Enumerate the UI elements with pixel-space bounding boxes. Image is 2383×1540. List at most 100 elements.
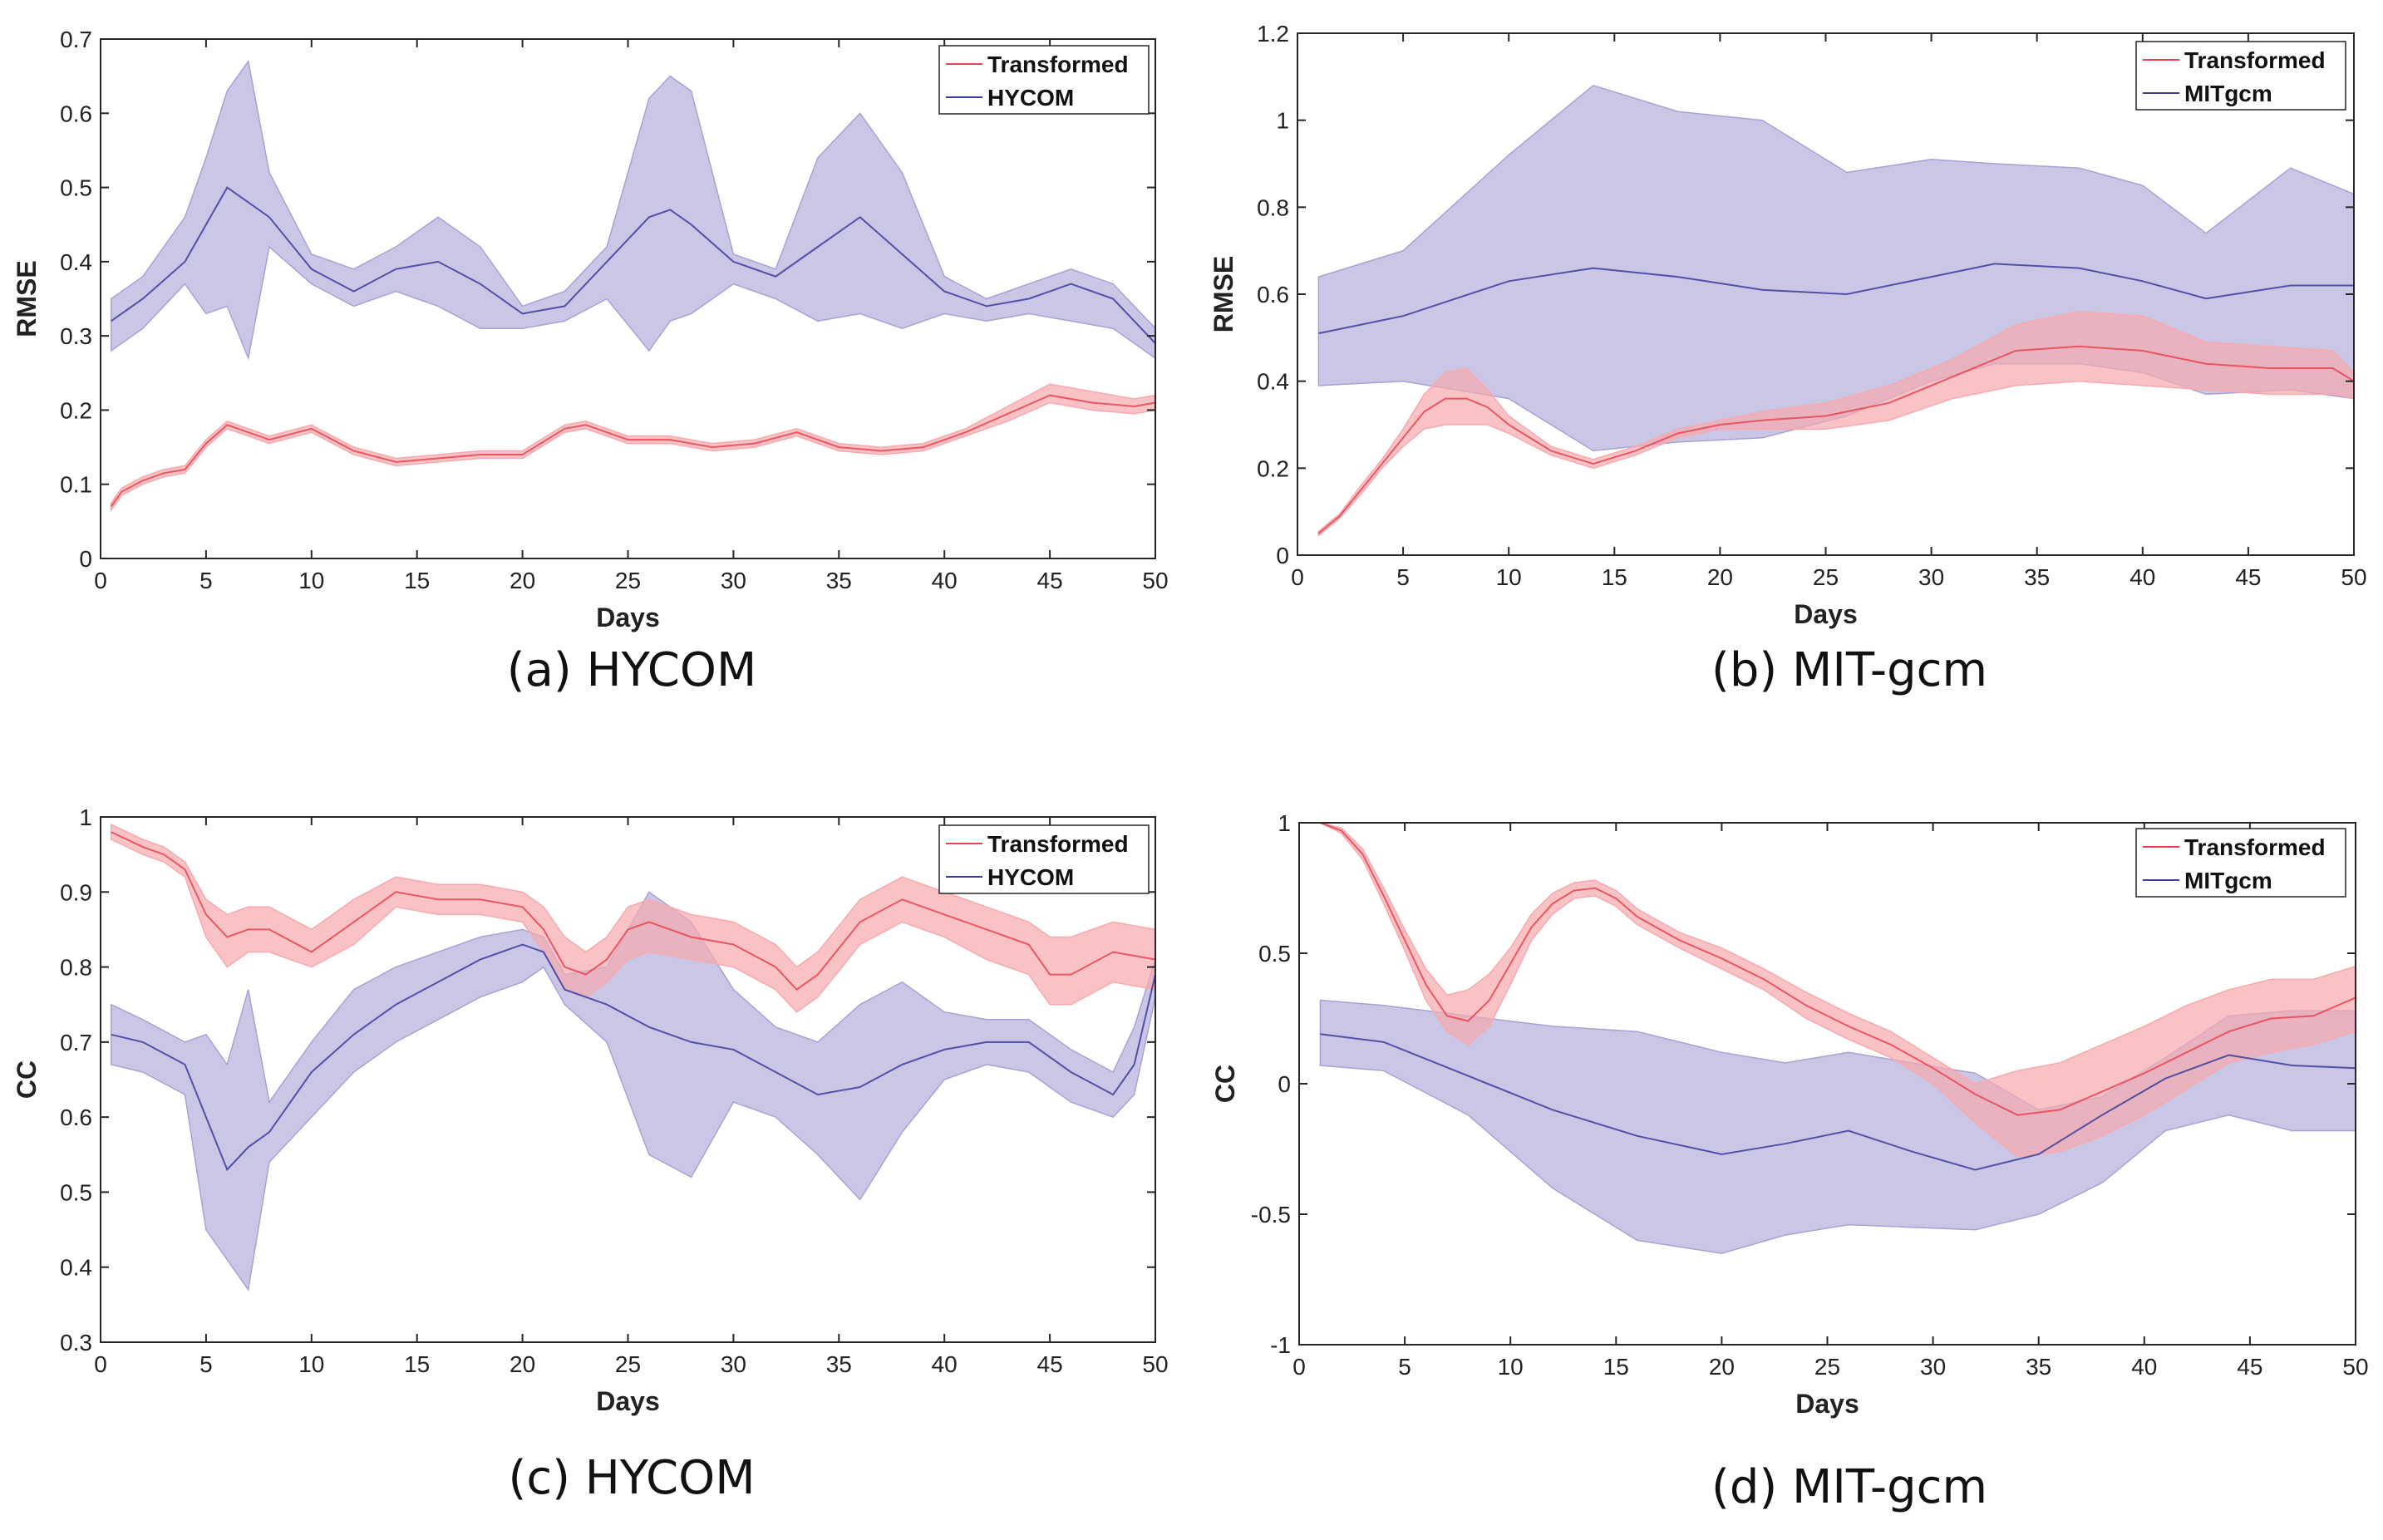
x-tick-label: 25	[615, 568, 641, 593]
x-tick-label: 45	[1037, 568, 1063, 593]
y-tick-label: -1	[1270, 1332, 1291, 1358]
y-tick-label: 0.3	[60, 1330, 92, 1355]
x-tick-label: 40	[2131, 1354, 2157, 1380]
y-axis-label: CC	[12, 1060, 42, 1099]
x-tick-label: 40	[932, 1351, 958, 1377]
x-tick-label: 45	[2237, 1354, 2262, 1380]
chart-panel-a: 0 5 10 15 20 25 30 35 40 45 50 0 0.1 0.2 0.3 0.4 0.5 0.6 0…	[12, 27, 1169, 697]
legend-box	[938, 824, 1150, 894]
x-tick-label: 35	[826, 1351, 852, 1377]
x-tick-label: 50	[1142, 568, 1168, 593]
legend-label: MITgcm	[2184, 868, 2272, 893]
legend-box	[938, 45, 1150, 115]
series-line-transformed	[1317, 345, 2354, 534]
x-tick-label: 25	[1813, 564, 1839, 590]
x-tick-label: 35	[826, 568, 852, 593]
x-tick-label: 45	[2235, 564, 2261, 590]
series-line-model	[1320, 1033, 2356, 1171]
x-tick-label: 5	[199, 568, 213, 593]
x-tick-label: 15	[1602, 564, 1627, 590]
y-axis-label: RMSE	[1209, 256, 1238, 332]
chart-panel-d: 0 5 10 15 20 25 30 35 40 45 50 -1 -0.5 0 0.5 1 Days CC Tra…	[1210, 810, 2369, 1514]
x-tick-label: 0	[94, 568, 107, 593]
legend-label: HYCOM	[987, 864, 1074, 890]
y-tick-label: 0.5	[1258, 941, 1291, 967]
x-tick-label: 0	[1291, 564, 1304, 590]
x-tick-label: 20	[1709, 1354, 1735, 1380]
x-tick-label: 10	[298, 568, 324, 593]
confidence-band-transformed	[1320, 823, 2356, 1158]
series-line-model	[111, 943, 1155, 1172]
y-tick-label: 0.4	[60, 1255, 92, 1281]
x-tick-label: 0	[94, 1351, 107, 1377]
y-tick-label: 0.7	[60, 27, 92, 52]
legend: Transformed HYCOM	[938, 824, 1150, 894]
x-tick-label: 15	[404, 1351, 430, 1377]
x-tick-label: 20	[510, 1351, 535, 1377]
legend-label: Transformed	[2184, 47, 2326, 73]
y-tick-label: 0.9	[60, 879, 92, 905]
chart-panel-c: 0 5 10 15 20 25 30 35 40 45 50 0.3 0.4 0.5 0.6 0.7 0.8 0.…	[12, 804, 1169, 1505]
legend: Transformed MITgcm	[2135, 41, 2346, 111]
confidence-band-transformed	[110, 823, 1155, 1013]
legend: Transformed HYCOM	[938, 45, 1150, 115]
x-tick-label: 50	[2342, 1354, 2368, 1380]
x-tick-label: 35	[2024, 564, 2050, 590]
legend-label: Transformed	[2184, 834, 2326, 860]
confidence-band-model	[1319, 999, 2356, 1254]
x-tick-label: 5	[199, 1351, 213, 1377]
x-tick-label: 0	[1292, 1354, 1306, 1380]
series-line-model	[1318, 263, 2354, 335]
confidence-band-model	[110, 59, 1155, 361]
y-tick-label: 0.6	[1257, 282, 1289, 308]
legend-label: Transformed	[987, 52, 1129, 77]
confidence-band-transformed	[110, 383, 1155, 513]
y-tick-label: 1.2	[1257, 21, 1289, 47]
y-tick-label: 0.2	[1257, 455, 1289, 481]
y-tick-label: 0.2	[60, 397, 92, 423]
panel-caption: (b) MIT-gcm	[1711, 643, 1987, 697]
x-tick-label: 40	[2129, 564, 2155, 590]
series-line-transformed	[1320, 823, 2356, 1116]
x-tick-label: 25	[615, 1351, 641, 1377]
x-tick-label: 30	[1918, 564, 1944, 590]
x-tick-label: 50	[1142, 1351, 1168, 1377]
legend-box	[2135, 41, 2346, 111]
y-tick-label: 0.5	[60, 175, 92, 201]
plot-series-layer	[1317, 84, 2354, 538]
y-tick-label: 1	[1276, 108, 1289, 134]
y-tick-label: 0.5	[60, 1179, 92, 1205]
plot-series-layer	[110, 823, 1155, 1292]
y-tick-label: 0.4	[60, 249, 92, 275]
y-tick-label: 0.1	[60, 472, 92, 498]
y-tick-label: 1	[1278, 810, 1291, 836]
y-tick-label: 0.6	[60, 1105, 92, 1130]
y-tick-label: 0	[79, 546, 92, 572]
x-tick-label: 10	[1496, 564, 1522, 590]
x-tick-label: 5	[1398, 1354, 1411, 1380]
confidence-band-model	[110, 891, 1155, 1292]
x-tick-label: 10	[1498, 1354, 1524, 1380]
plot-series-layer	[1319, 823, 2356, 1254]
y-tick-label: 0.4	[1257, 369, 1289, 395]
series-line-transformed	[110, 394, 1155, 508]
legend-label: MITgcm	[2184, 81, 2272, 106]
x-tick-label: 25	[1814, 1354, 1840, 1380]
x-tick-label: 40	[932, 568, 958, 593]
series-line-model	[111, 186, 1155, 344]
x-tick-label: 5	[1396, 564, 1410, 590]
x-tick-label: 30	[1920, 1354, 1946, 1380]
y-tick-label: 0.7	[60, 1030, 92, 1055]
y-tick-label: 0.8	[60, 955, 92, 981]
y-axis-label: RMSE	[12, 260, 42, 337]
y-tick-label: 0.3	[60, 323, 92, 349]
panel-caption: (d) MIT-gcm	[1711, 1460, 1987, 1514]
x-axis-label: Days	[596, 603, 660, 632]
x-tick-label: 30	[721, 1351, 746, 1377]
legend-box	[2135, 828, 2346, 898]
series-line-transformed	[111, 831, 1155, 991]
y-tick-label: 0	[1278, 1071, 1291, 1097]
legend-label: Transformed	[987, 831, 1129, 857]
y-tick-label: 1	[79, 804, 92, 830]
x-tick-label: 50	[2341, 564, 2366, 590]
